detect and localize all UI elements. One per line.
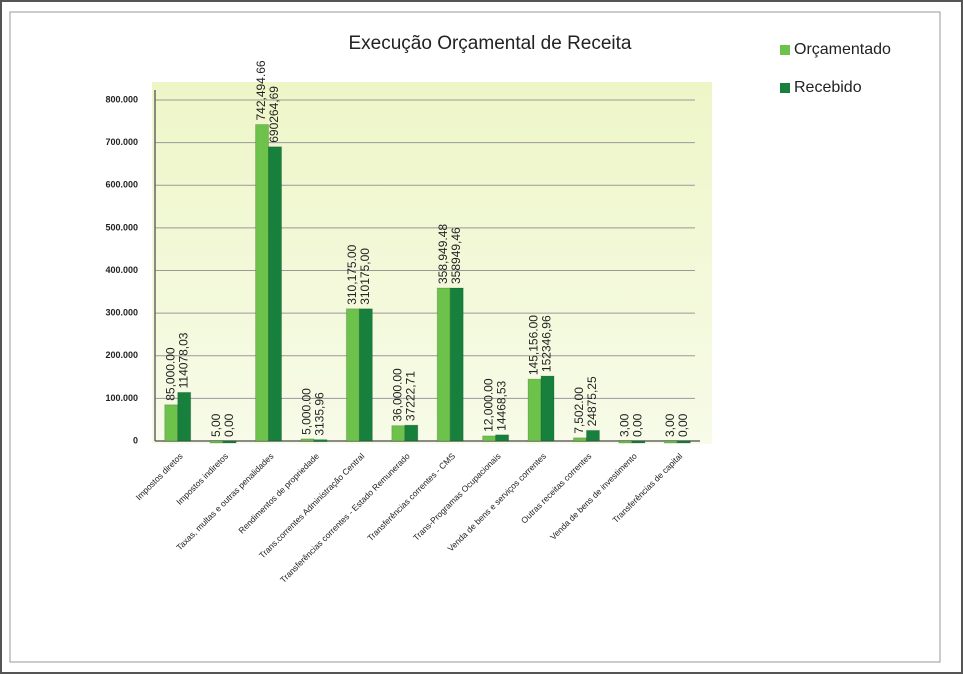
x-tick-label: Rendimentos de propriedade (236, 451, 321, 536)
data-label: 14468,53 (494, 380, 508, 430)
bar (663, 440, 678, 444)
x-tick-label: Taxas, multas e outras penalidades (174, 451, 275, 552)
x-tick-label: Transferências correntes - CMS (365, 451, 457, 543)
bar (222, 440, 237, 444)
x-tick-label: Trans-Programas Ocupacionais (411, 451, 503, 543)
data-label: 310175,00 (358, 248, 372, 305)
data-label: 7,502.00 (572, 387, 586, 434)
y-tick-label: 500.000 (105, 222, 138, 232)
bar (618, 440, 633, 444)
inner-frame (9, 11, 941, 663)
y-tick-label: 800.000 (105, 94, 138, 104)
bar (345, 308, 360, 442)
bar (177, 391, 192, 442)
data-label: 24875,25 (585, 376, 599, 426)
data-label: 358949,46 (449, 227, 463, 284)
bar (540, 375, 555, 442)
bar (676, 440, 691, 444)
data-label: 358,949.48 (436, 224, 450, 284)
bar (436, 287, 451, 442)
plot-background (152, 82, 712, 444)
bar (585, 429, 600, 442)
data-label: 310,175.00 (345, 244, 359, 304)
y-tick-label: 0 (133, 435, 138, 445)
chart-title: Execução Orçamental de Receita (348, 33, 631, 54)
y-tick-label: 100.000 (105, 393, 138, 403)
legend-swatch (780, 45, 790, 55)
data-label: 85,000.00 (163, 347, 177, 401)
data-label: 152346,96 (540, 315, 554, 372)
data-label: 5,00 (209, 413, 223, 437)
bar (482, 435, 497, 442)
bar (631, 440, 646, 444)
data-label: 114078,03 (176, 332, 190, 388)
bar (527, 378, 542, 442)
data-label: 3,00 (663, 413, 677, 437)
legend-label: Orçamentado (794, 41, 891, 58)
x-tick-label: Venda de bens e serviços correntes (445, 451, 548, 554)
y-tick-label: 400.000 (105, 265, 138, 275)
data-label: 0,00 (631, 413, 645, 437)
bar (391, 425, 406, 442)
x-tick-label: Impostos diretos (134, 451, 185, 502)
data-label: 12,000.00 (481, 378, 495, 432)
bar (495, 434, 510, 442)
data-label: 0,00 (222, 413, 236, 437)
bar (300, 438, 315, 442)
x-tick-label: Venda de bens de investimento (548, 451, 639, 542)
legend-label: Recebido (794, 79, 862, 96)
legend: Orçamentado Recebido (780, 41, 891, 96)
data-label: 37222,71 (403, 371, 417, 421)
bar (255, 124, 270, 442)
y-tick-label: 300.000 (105, 308, 138, 318)
bar (572, 437, 587, 442)
y-tick-label: 700.000 (105, 137, 138, 147)
bar (268, 146, 283, 442)
data-label: 3135,96 (313, 392, 327, 436)
data-label: 742,494.66 (254, 60, 268, 120)
data-label: 3,00 (618, 413, 632, 437)
data-label: 690264,69 (267, 86, 281, 143)
data-label: 5,000.00 (300, 388, 314, 435)
data-label: 36,000.00 (390, 368, 404, 422)
data-label: 145,156.00 (527, 315, 541, 375)
bar (404, 424, 419, 442)
bar (209, 440, 224, 444)
legend-swatch (780, 83, 790, 93)
bar (164, 404, 179, 442)
bar (449, 287, 464, 442)
bar (358, 308, 373, 442)
data-label: 0,00 (676, 413, 690, 437)
y-tick-label: 600.000 (105, 180, 138, 190)
bar (313, 439, 328, 443)
y-tick-label: 200.000 (105, 350, 138, 360)
